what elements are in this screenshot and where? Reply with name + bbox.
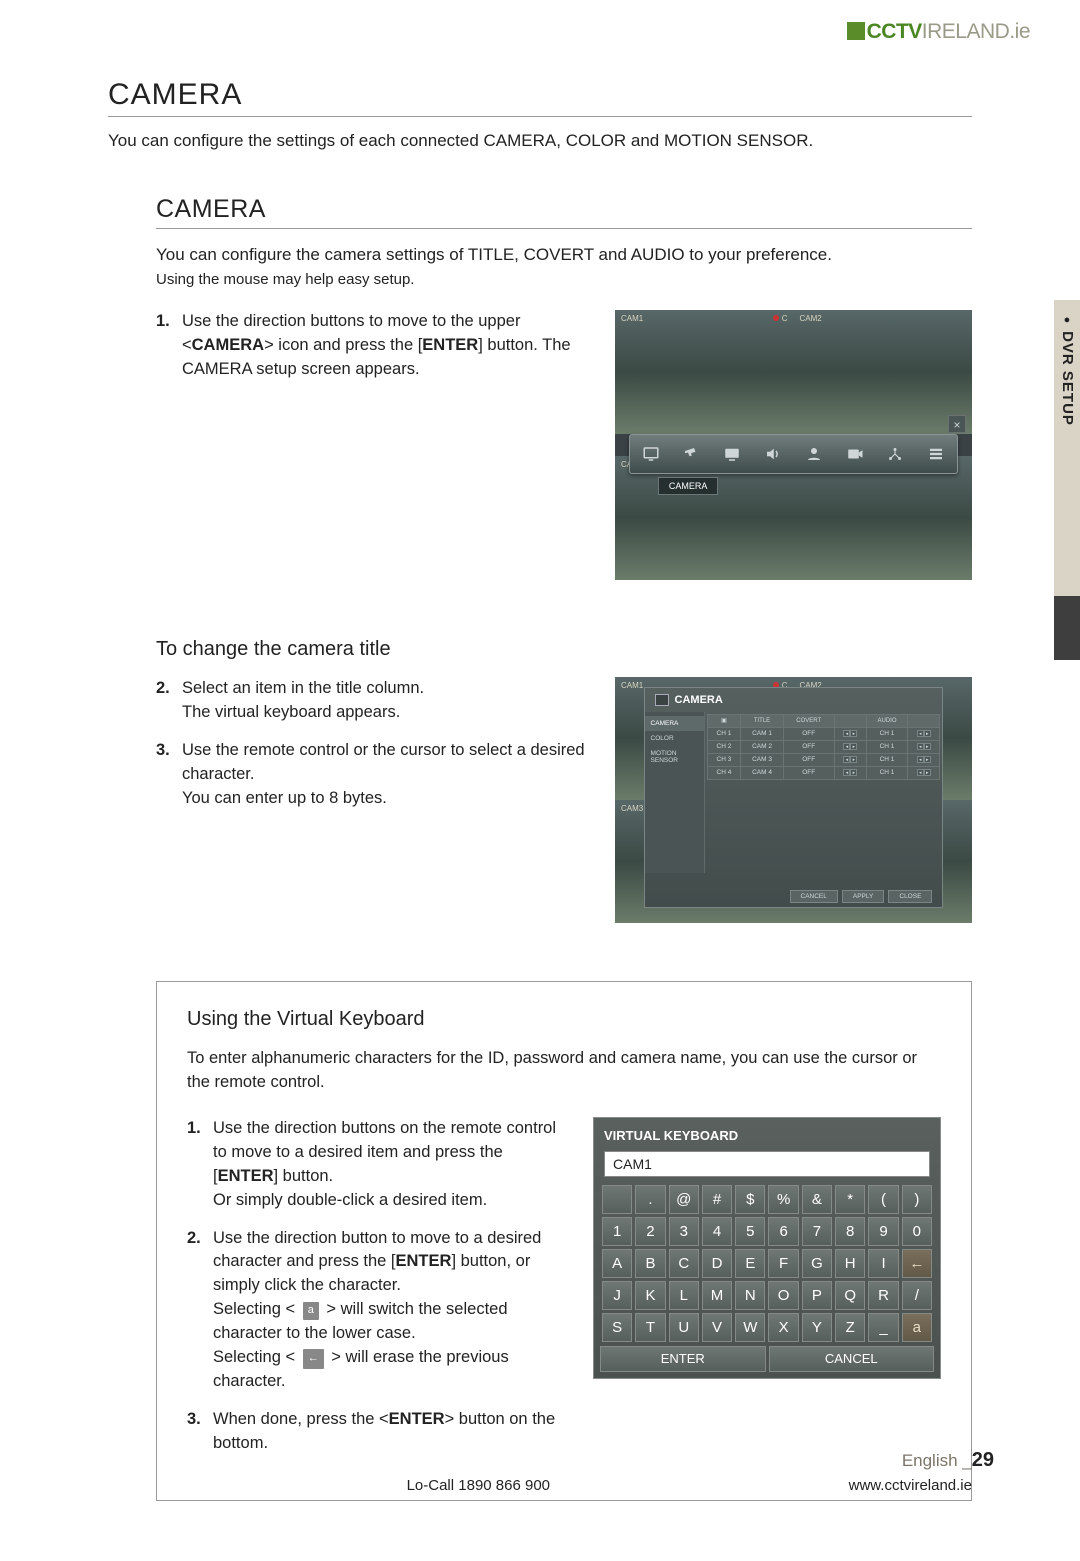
vk-key[interactable]: M: [702, 1281, 732, 1310]
vk-key[interactable]: E: [735, 1249, 765, 1278]
vk-key[interactable]: W: [735, 1313, 765, 1342]
subsection-heading: To change the camera title: [156, 638, 972, 661]
vk-key[interactable]: H: [835, 1249, 865, 1278]
vk-step-3: 3. When done, press the <ENTER> button o…: [187, 1408, 565, 1456]
vk-key[interactable]: 1: [602, 1217, 632, 1246]
network-icon: [884, 443, 906, 465]
close-icon[interactable]: ×: [948, 415, 966, 433]
vk-key[interactable]: ←: [902, 1249, 932, 1278]
vk-step-2: 2. Use the direction button to move to a…: [187, 1227, 565, 1394]
vk-key[interactable]: U: [669, 1313, 699, 1342]
vk-key[interactable]: X: [768, 1313, 798, 1342]
dvr-menubar[interactable]: [629, 434, 957, 474]
vk-key[interactable]: G: [802, 1249, 832, 1278]
page-intro: You can configure the settings of each c…: [108, 131, 972, 151]
vk-key[interactable]: .: [635, 1185, 665, 1214]
screenshot-camera-table: CAM1C CAM2 CAM3 CAM4 CAMERA CAMERA COLOR…: [615, 677, 972, 923]
menubar-tooltip: CAMERA: [658, 477, 719, 495]
monitor-icon: [721, 443, 743, 465]
vk-key[interactable]: O: [768, 1281, 798, 1310]
vk-key[interactable]: 9: [868, 1217, 898, 1246]
vk-enter-button[interactable]: ENTER: [600, 1346, 766, 1372]
vk-key[interactable]: ): [902, 1185, 932, 1214]
cancel-button[interactable]: CANCEL: [790, 890, 838, 903]
display-icon: [640, 443, 662, 465]
page-heading: CAMERA: [108, 78, 972, 117]
vk-key[interactable]: P: [802, 1281, 832, 1310]
camera-table[interactable]: ▣TITLECOVERTAUDIO CH 1CAM 1OFF◂▸CH 1◂▸ C…: [707, 714, 941, 780]
step-3: 3. Use the remote control or the cursor …: [156, 739, 587, 811]
section-heading: CAMERA: [156, 195, 972, 229]
camera-side-nav[interactable]: CAMERA COLOR MOTION SENSOR: [645, 712, 705, 873]
vk-step-1: 1. Use the direction buttons on the remo…: [187, 1117, 565, 1213]
list-icon: [925, 443, 947, 465]
brand-logo: CCTVIRELAND.ie: [847, 20, 1030, 44]
virtual-keyboard: VIRTUAL KEYBOARD CAM1 .@#$%&*()123456789…: [593, 1117, 941, 1379]
vk-key[interactable]: F: [768, 1249, 798, 1278]
vk-key[interactable]: #: [702, 1185, 732, 1214]
close-button[interactable]: CLOSE: [888, 890, 932, 903]
section-note: Using the mouse may help easy setup.: [156, 271, 972, 288]
vk-key[interactable]: T: [635, 1313, 665, 1342]
vk-key[interactable]: B: [635, 1249, 665, 1278]
vk-key[interactable]: Q: [835, 1281, 865, 1310]
vk-key[interactable]: L: [669, 1281, 699, 1310]
vk-key[interactable]: 0: [902, 1217, 932, 1246]
screenshot-camera-menu: CAM1C CAM2 CAM3 CAM4 × CAMERA: [615, 310, 972, 580]
section-intro: You can configure the camera settings of…: [156, 245, 972, 265]
vk-key[interactable]: R: [868, 1281, 898, 1310]
side-tab: DVR SETUP: [1054, 300, 1080, 660]
vk-key[interactable]: @: [669, 1185, 699, 1214]
vk-key[interactable]: [602, 1185, 632, 1214]
vk-key[interactable]: _: [868, 1313, 898, 1342]
vk-key[interactable]: 6: [768, 1217, 798, 1246]
apply-button[interactable]: APPLY: [842, 890, 884, 903]
vk-key[interactable]: Z: [835, 1313, 865, 1342]
user-icon: [803, 443, 825, 465]
vk-key[interactable]: 7: [802, 1217, 832, 1246]
vk-key[interactable]: N: [735, 1281, 765, 1310]
audio-icon: [762, 443, 784, 465]
vk-key[interactable]: 2: [635, 1217, 665, 1246]
vk-key[interactable]: 4: [702, 1217, 732, 1246]
vk-key[interactable]: 3: [669, 1217, 699, 1246]
vk-key[interactable]: $: [735, 1185, 765, 1214]
vk-key[interactable]: *: [835, 1185, 865, 1214]
step-2: 2. Select an item in the title column. T…: [156, 677, 587, 725]
vk-key[interactable]: K: [635, 1281, 665, 1310]
vk-cancel-button[interactable]: CANCEL: [769, 1346, 935, 1372]
vk-key[interactable]: a: [902, 1313, 932, 1342]
record-icon: [844, 443, 866, 465]
vk-key[interactable]: C: [669, 1249, 699, 1278]
page-footer: Lo-Call 1890 866 900 www.cctvireland.ie: [0, 1477, 1080, 1494]
vk-input-field[interactable]: CAM1: [604, 1151, 930, 1177]
step-1: 1. Use the direction buttons to move to …: [156, 310, 587, 382]
vk-key[interactable]: A: [602, 1249, 632, 1278]
vk-key[interactable]: &: [802, 1185, 832, 1214]
vk-key[interactable]: D: [702, 1249, 732, 1278]
vk-key[interactable]: (: [868, 1185, 898, 1214]
vk-key[interactable]: J: [602, 1281, 632, 1310]
virtual-keyboard-callout: Using the Virtual Keyboard To enter alph…: [156, 981, 972, 1501]
vk-key[interactable]: 8: [835, 1217, 865, 1246]
vk-key[interactable]: /: [902, 1281, 932, 1310]
vk-key[interactable]: V: [702, 1313, 732, 1342]
vk-key[interactable]: %: [768, 1185, 798, 1214]
vk-key[interactable]: Y: [802, 1313, 832, 1342]
vk-key[interactable]: I: [868, 1249, 898, 1278]
vk-key[interactable]: S: [602, 1313, 632, 1342]
camera-icon: [680, 443, 702, 465]
page-number: English _29: [902, 1449, 994, 1472]
vk-key[interactable]: 5: [735, 1217, 765, 1246]
